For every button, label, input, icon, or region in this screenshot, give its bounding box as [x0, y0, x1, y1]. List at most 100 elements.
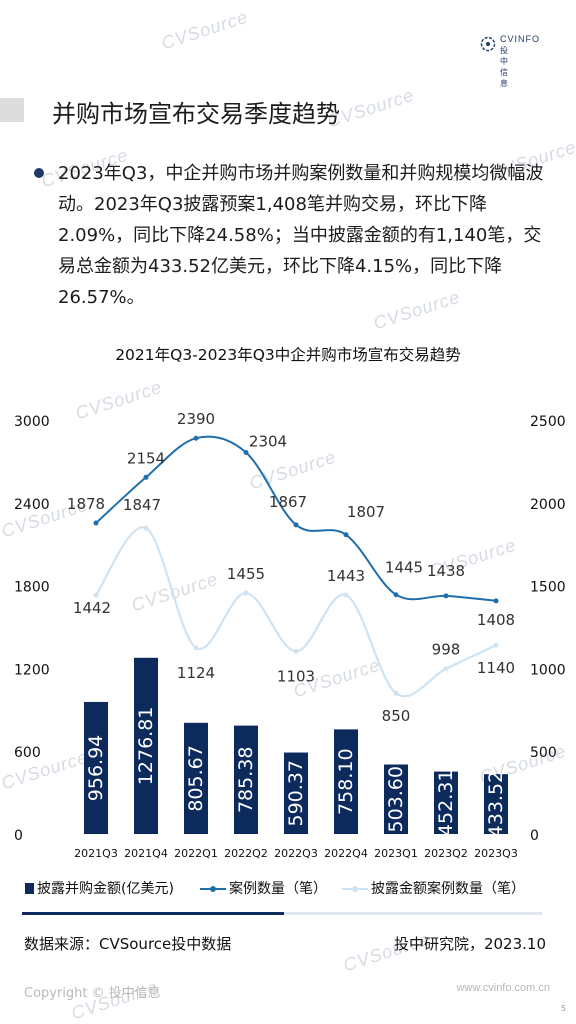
y-right-tick-label: 1500: [530, 580, 566, 596]
legend-item-disclosed-count: 披露金额案例数量（笔）: [342, 878, 525, 898]
y-right-tick-label: 500: [530, 745, 557, 761]
copyright: Copyright © 投中信息: [24, 986, 161, 1001]
legend-item-deal-count: 案例数量（笔）: [200, 878, 327, 898]
bar: [384, 764, 408, 834]
legend-bar-swatch: [25, 882, 34, 894]
bar: [284, 752, 308, 834]
point-deal-count: [343, 532, 349, 538]
bar: [334, 729, 358, 834]
legend-label: 案例数量（笔）: [229, 881, 327, 897]
y-right-tick-label: 1000: [530, 662, 566, 678]
point-disclosed-count: [343, 592, 349, 598]
page-number: 5: [560, 1004, 566, 1013]
bar: [184, 722, 208, 834]
disclosed-count-label: 1455: [227, 565, 265, 583]
disclosed-count-label: 1442: [73, 599, 111, 617]
point-deal-count: [293, 522, 299, 528]
y-left-tick-label: 2400: [14, 497, 50, 513]
disclosed-count-label: 1103: [277, 667, 315, 685]
bar-value-label: 503.60: [385, 766, 407, 832]
legend-label: 披露并购金额(亿美元): [37, 881, 174, 897]
bar-value-label: 785.38: [235, 747, 257, 813]
x-tick-label: 2023Q1: [374, 847, 418, 860]
disclosed-count-label: 998: [432, 641, 461, 659]
y-right-tick-label: 2500: [530, 414, 566, 430]
point-deal-count: [443, 593, 449, 599]
legend-item-amount: 披露并购金额(亿美元): [25, 878, 174, 898]
deal-count-label: 1445: [385, 559, 423, 577]
bar: [84, 701, 108, 834]
bar-value-label: 1276.81: [135, 707, 157, 786]
bar-value-label: 805.67: [185, 745, 207, 811]
point-disclosed-count: [193, 645, 199, 651]
website-link[interactable]: www.cvinfo.com.cn: [456, 982, 550, 994]
chart-title: 2021年Q3-2023年Q3中企并购市场宣布交易趋势: [115, 346, 461, 364]
y-left-tick-label: 0: [14, 828, 23, 844]
bar: [134, 657, 158, 834]
point-disclosed-count: [143, 525, 149, 531]
point-deal-count: [493, 598, 499, 604]
divider: [22, 912, 542, 915]
chart-legend: 披露并购金额(亿美元) 案例数量（笔） 披露金额案例数量（笔）: [0, 878, 576, 898]
legend-line-swatch: [342, 883, 368, 894]
institute-credit: 投中研究院，2023.10: [393, 935, 546, 953]
summary-text: 2023年Q3，中企并购市场并购案例数量和并购规模均微幅波动。2023年Q3披露…: [58, 163, 544, 308]
legend-label: 披露金额案例数量（笔）: [371, 881, 525, 897]
legend-line-swatch: [200, 883, 226, 894]
deal-count-label: 1878: [67, 495, 105, 513]
point-disclosed-count: [93, 592, 99, 598]
brand-name: CVINFO: [500, 34, 541, 44]
bar-value-label: 956.94: [85, 735, 107, 801]
y-left-tick-label: 3000: [14, 414, 50, 430]
disclosed-count-label: 1847: [123, 496, 161, 514]
deal-count-label: 2390: [177, 410, 215, 428]
point-disclosed-count: [293, 648, 299, 654]
series-line-disclosed-count: [95, 526, 497, 698]
point-deal-count: [393, 592, 399, 598]
y-left-tick-label: 1200: [14, 662, 50, 678]
point-disclosed-count: [493, 642, 499, 648]
x-tick-label: 2023Q3: [474, 847, 518, 860]
point-disclosed-count: [443, 666, 449, 672]
x-tick-label: 2023Q2: [424, 847, 468, 860]
bar-value-label: 758.10: [335, 748, 357, 814]
bar: [434, 771, 458, 834]
bar: [234, 725, 258, 834]
deal-count-label: 1807: [347, 503, 385, 521]
title-accent-block: [0, 98, 24, 122]
y-right-tick-label: 2000: [530, 497, 566, 513]
disclosed-count-label: 1443: [327, 567, 365, 585]
point-deal-count: [243, 449, 249, 455]
x-tick-label: 2022Q2: [224, 847, 268, 860]
y-left-tick-label: 600: [14, 745, 41, 761]
point-disclosed-count: [393, 690, 399, 696]
bar-value-label: 452.31: [435, 770, 457, 836]
bar-value-label: 433.52: [485, 771, 507, 837]
point-deal-count: [143, 474, 149, 480]
deal-count-label: 1867: [269, 493, 307, 511]
x-tick-label: 2021Q4: [124, 847, 168, 860]
trend-chart: 0 600 1200 1800 2400 3000 0 500 1000 1500 2000 2500…: [14, 410, 566, 860]
disclosed-count-label: 1124: [177, 664, 215, 682]
x-tick-label: 2022Q3: [274, 847, 318, 860]
point-disclosed-count: [243, 590, 249, 596]
x-tick-label: 2022Q1: [174, 847, 218, 860]
y-right-tick-label: 0: [530, 828, 539, 844]
disclosed-count-label: 850: [382, 707, 411, 725]
bar-value-label: 590.37: [285, 760, 307, 826]
deal-count-label: 1438: [427, 562, 465, 580]
x-tick-label: 2021Q3: [74, 847, 118, 860]
bullet-icon: [34, 168, 44, 178]
data-source: 数据来源：CVSource投中数据: [24, 935, 232, 953]
deal-count-label: 2304: [249, 432, 287, 450]
deal-count-label: 2154: [127, 449, 165, 467]
brand-name-cn: 投中信息: [500, 46, 508, 88]
bar: [484, 774, 508, 834]
page-title: 并购市场宣布交易季度趋势: [52, 100, 340, 128]
cvinfo-logo-icon: [480, 36, 496, 52]
disclosed-count-label: 1140: [477, 659, 515, 677]
x-tick-label: 2022Q4: [324, 847, 368, 860]
deal-count-label: 1408: [477, 611, 515, 629]
point-deal-count: [93, 520, 99, 526]
point-deal-count: [193, 435, 199, 441]
